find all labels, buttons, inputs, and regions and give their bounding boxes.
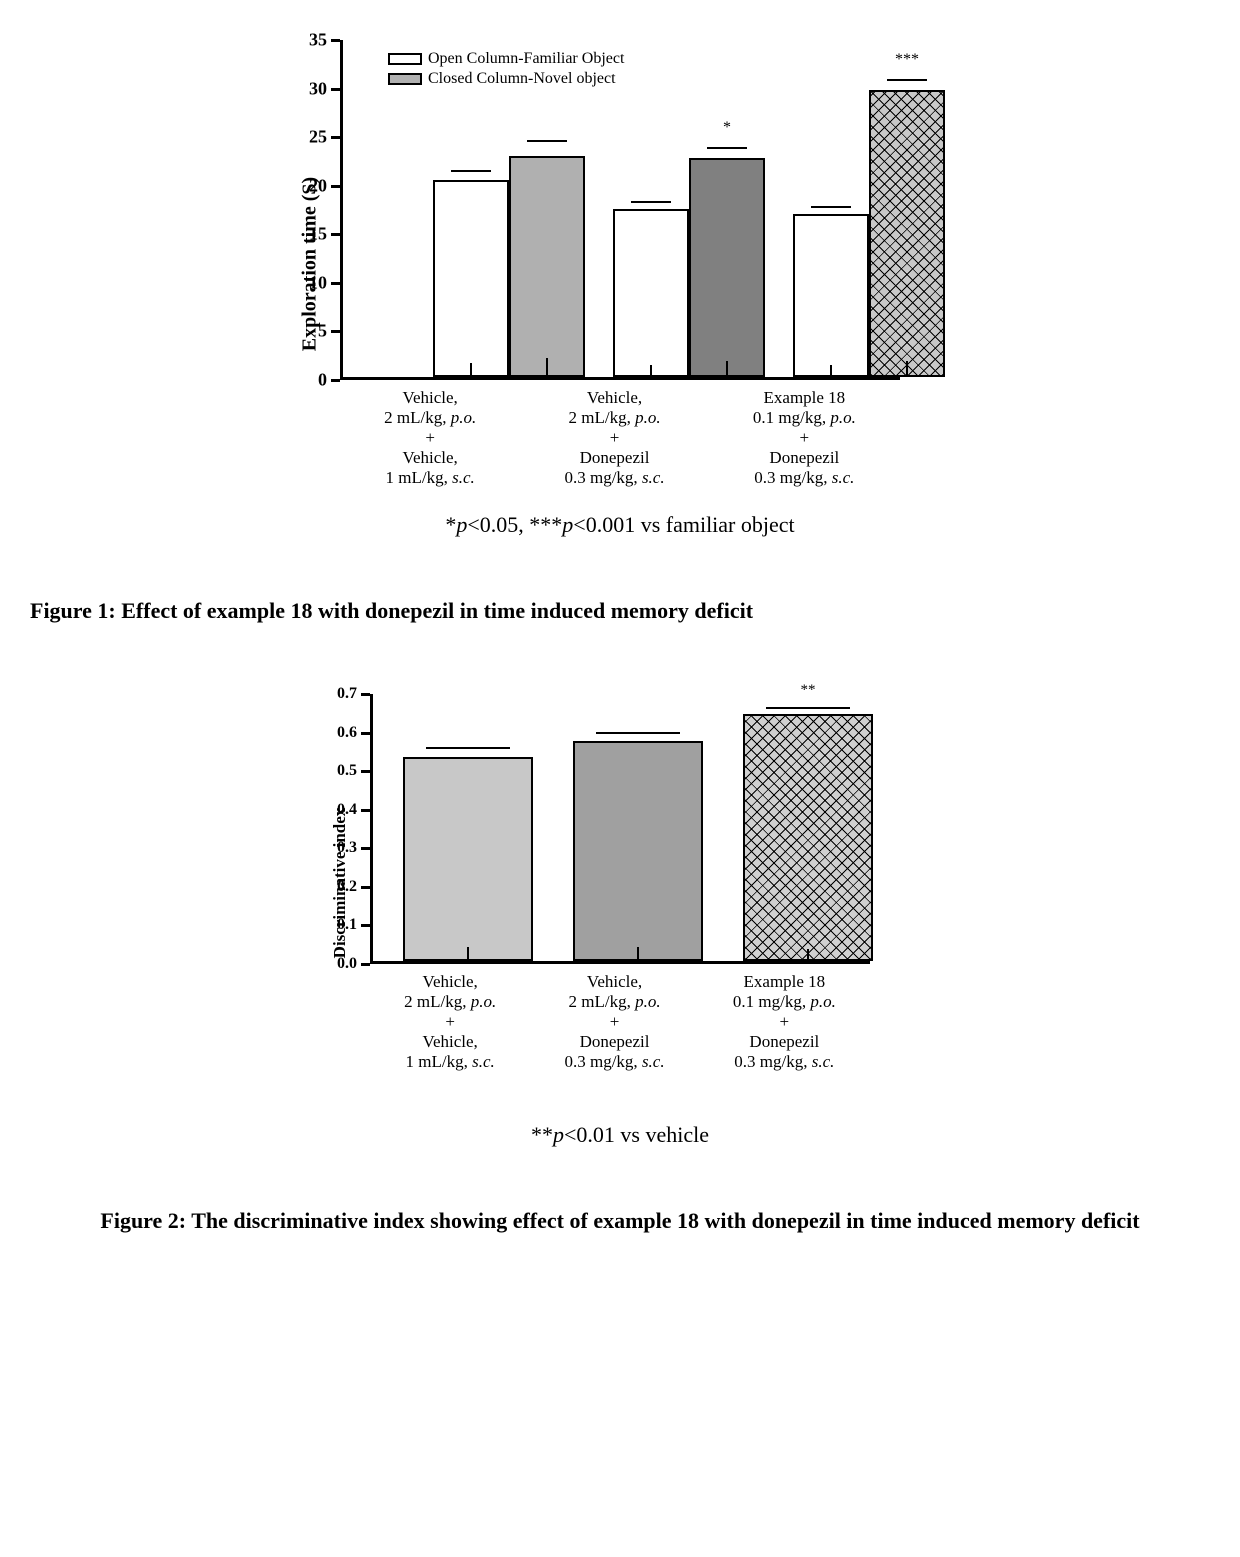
chart1: Exploration time (S) Open Column-Familia… — [340, 40, 900, 488]
chart1-caption: *p<0.05, ***p<0.001 vs familiar object — [30, 512, 1210, 538]
chart1-legend: Open Column-Familiar ObjectClosed Column… — [388, 50, 624, 90]
chart1-bar — [793, 214, 869, 377]
chart2-plot: 0.00.10.20.30.40.50.60.7** — [370, 694, 870, 964]
chart1-bar — [433, 180, 509, 377]
chart1-xlabel: Vehicle,2 mL/kg, p.o.+Donepezil0.3 mg/kg… — [564, 388, 664, 488]
chart2-bar: ** — [743, 714, 873, 961]
chart2-xlabel: Example 180.1 mg/kg, p.o.+Donepezil0.3 m… — [733, 972, 836, 1072]
chart1-xlabel: Example 180.1 mg/kg, p.o.+Donepezil0.3 m… — [753, 388, 856, 488]
chart1-xlabel: Vehicle,2 mL/kg, p.o.+Vehicle,1 mL/kg, s… — [384, 388, 476, 488]
chart1-plot: Open Column-Familiar ObjectClosed Column… — [340, 40, 900, 380]
chart2-xlabel: Vehicle,2 mL/kg, p.o.+Donepezil0.3 mg/kg… — [564, 972, 664, 1072]
chart1-bar — [613, 209, 689, 377]
figure1-title: Figure 1: Effect of example 18 with done… — [30, 598, 1210, 624]
chart2-caption: **p<0.01 vs vehicle — [30, 1122, 1210, 1148]
chart2-bar — [403, 757, 533, 961]
chart2-bar — [573, 741, 703, 961]
chart2: Discriminative index 0.00.10.20.30.40.50… — [370, 694, 870, 1072]
chart1-bar: * — [689, 158, 765, 377]
chart1-bar: *** — [869, 90, 945, 377]
chart1-bar — [509, 156, 585, 377]
chart2-xlabel: Vehicle,2 mL/kg, p.o.+Vehicle,1 mL/kg, s… — [404, 972, 496, 1072]
chart2-xlabels: Vehicle,2 mL/kg, p.o.+Vehicle,1 mL/kg, s… — [370, 972, 870, 1072]
figure2-title: Figure 2: The discriminative index showi… — [30, 1208, 1210, 1234]
chart1-xlabels: Vehicle,2 mL/kg, p.o.+Vehicle,1 mL/kg, s… — [340, 388, 900, 488]
